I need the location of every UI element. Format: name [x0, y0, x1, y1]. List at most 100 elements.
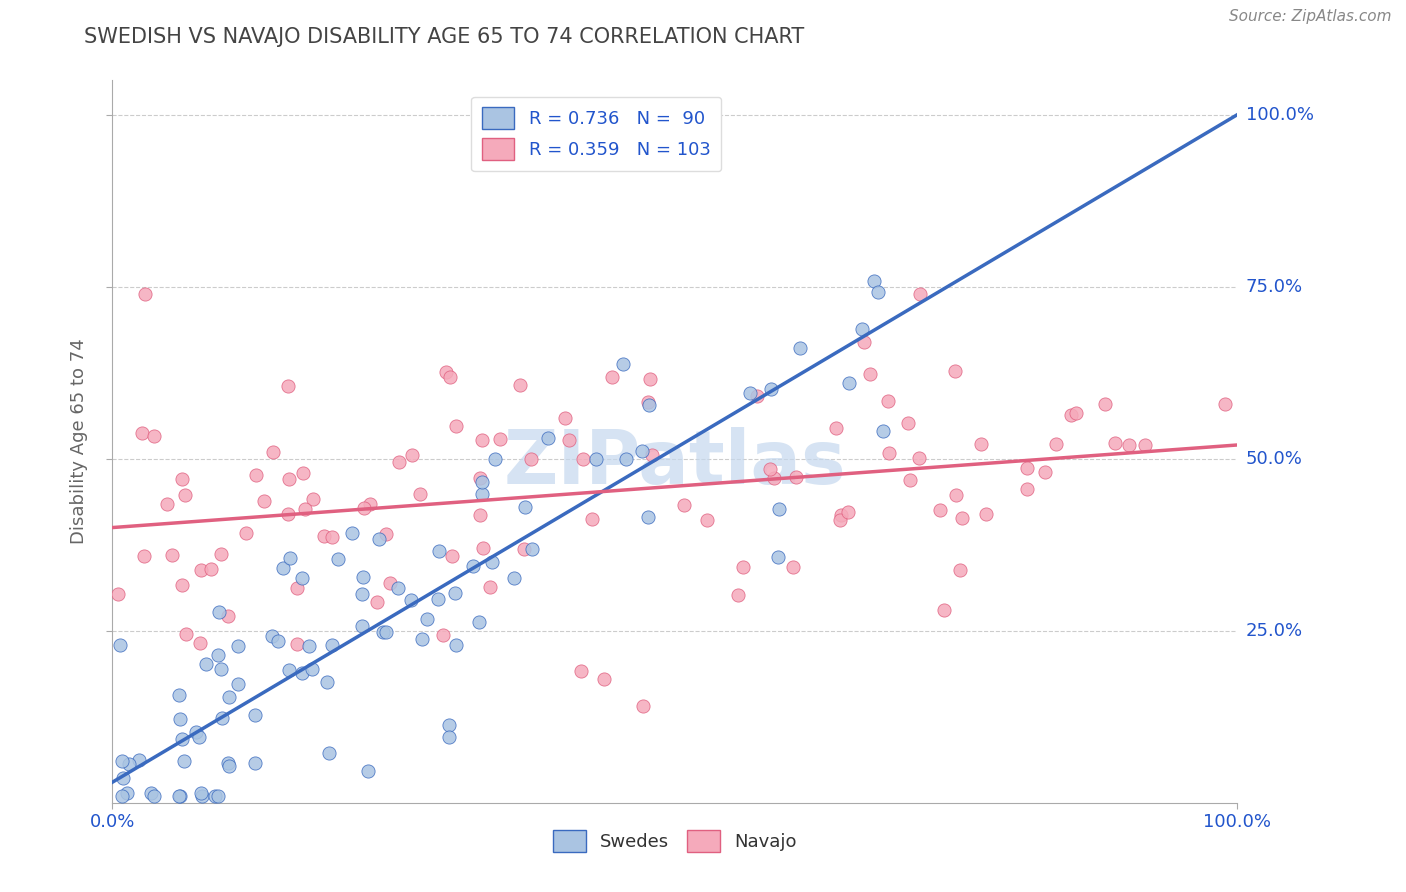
Point: [374, 624, 396, 639]
Point: [278, 551, 301, 566]
Point: [134, 287, 156, 301]
Point: [321, 639, 343, 653]
Point: [118, 756, 141, 771]
Point: [488, 432, 510, 446]
Y-axis label: Disability Age 65 to 74: Disability Age 65 to 74: [70, 339, 89, 544]
Point: [569, 665, 592, 679]
Point: [186, 725, 208, 739]
Point: [218, 759, 240, 773]
Point: [190, 563, 212, 577]
Point: [277, 507, 299, 521]
Point: [326, 552, 349, 566]
Point: [218, 690, 240, 704]
Point: [515, 500, 537, 515]
Point: [1135, 438, 1157, 452]
Point: [471, 475, 494, 489]
Point: [278, 663, 301, 677]
Point: [838, 376, 860, 390]
Point: [520, 452, 543, 467]
Point: [252, 494, 274, 508]
Point: [378, 576, 401, 591]
Point: [434, 365, 457, 379]
Point: [782, 560, 804, 574]
Point: [637, 395, 659, 409]
Point: [859, 367, 882, 381]
Point: [298, 639, 321, 653]
Point: [949, 563, 972, 577]
Point: [111, 771, 134, 785]
Text: 50.0%: 50.0%: [1246, 450, 1302, 467]
Point: [287, 581, 309, 595]
Point: [271, 561, 294, 575]
Text: Source: ZipAtlas.com: Source: ZipAtlas.com: [1229, 9, 1392, 24]
Point: [208, 606, 231, 620]
Point: [759, 462, 782, 476]
Point: [204, 789, 226, 803]
Point: [139, 786, 162, 800]
Point: [602, 370, 624, 384]
Point: [868, 285, 890, 300]
Point: [481, 555, 503, 569]
Point: [1064, 406, 1087, 420]
Point: [173, 488, 195, 502]
Point: [638, 398, 661, 412]
Point: [167, 789, 190, 803]
Point: [863, 274, 886, 288]
Point: [188, 636, 211, 650]
Point: [291, 666, 314, 681]
Point: [357, 764, 380, 778]
Point: [235, 526, 257, 541]
Point: [444, 586, 467, 600]
Point: [1045, 437, 1067, 451]
Point: [872, 424, 894, 438]
Point: [763, 471, 786, 485]
Point: [243, 707, 266, 722]
Point: [209, 662, 232, 676]
Text: 25.0%: 25.0%: [1246, 622, 1303, 640]
Point: [374, 526, 396, 541]
Point: [1118, 438, 1140, 452]
Point: [1213, 397, 1236, 411]
Point: [408, 487, 430, 501]
Point: [733, 560, 755, 574]
Point: [484, 452, 506, 467]
Point: [592, 672, 614, 686]
Point: [209, 547, 232, 561]
Point: [353, 500, 375, 515]
Point: [312, 529, 335, 543]
Point: [768, 550, 790, 565]
Point: [581, 512, 603, 526]
Point: [172, 732, 194, 747]
Point: [520, 541, 543, 556]
Point: [290, 571, 312, 585]
Point: [747, 389, 769, 403]
Point: [502, 571, 524, 585]
Point: [111, 789, 134, 803]
Point: [759, 382, 782, 396]
Point: [932, 603, 955, 617]
Point: [359, 497, 381, 511]
Point: [350, 619, 373, 633]
Point: [830, 508, 852, 522]
Point: [537, 431, 560, 445]
Point: [316, 675, 339, 690]
Point: [207, 648, 229, 663]
Point: [301, 662, 323, 676]
Point: [558, 433, 581, 447]
Legend: Swedes, Navajo: Swedes, Navajo: [546, 822, 804, 859]
Point: [513, 541, 536, 556]
Point: [637, 510, 659, 524]
Point: [950, 510, 973, 524]
Point: [440, 549, 463, 564]
Point: [898, 473, 921, 487]
Point: [411, 632, 433, 646]
Point: [107, 587, 129, 601]
Point: [908, 286, 931, 301]
Point: [187, 730, 209, 744]
Point: [160, 549, 183, 563]
Point: [554, 411, 576, 425]
Point: [387, 581, 409, 595]
Point: [401, 448, 423, 462]
Point: [851, 322, 873, 336]
Point: [108, 638, 131, 652]
